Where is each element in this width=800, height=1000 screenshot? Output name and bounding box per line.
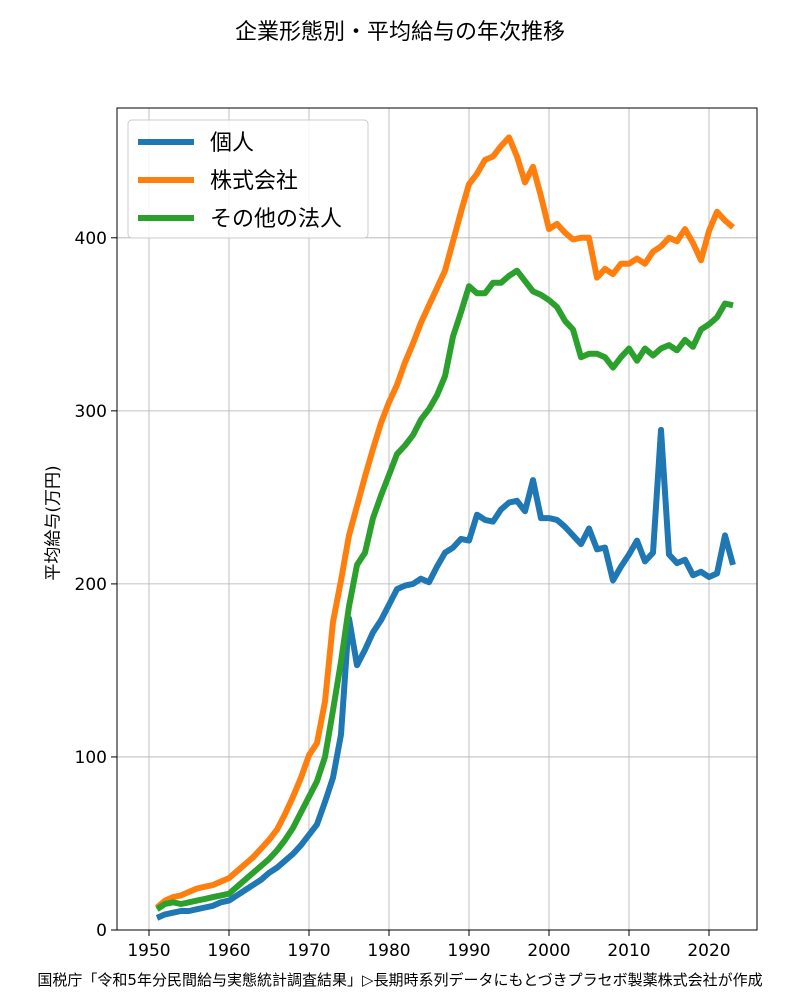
plot-frame (116, 107, 758, 931)
y-tick-label-200: 200 (75, 575, 107, 595)
y-tick-label-400: 400 (75, 229, 107, 249)
x-tick-label-2020: 2020 (687, 941, 730, 961)
x-tick-label-1950: 1950 (127, 941, 170, 961)
legend-box (127, 119, 369, 239)
y-tick-label-0: 0 (96, 921, 107, 941)
y-tick-label-300: 300 (75, 402, 107, 422)
series-lines (155, 134, 736, 921)
x-tick-label-2010: 2010 (607, 941, 650, 961)
legend-label-0: 個人 (210, 131, 254, 156)
chart-title: 企業形態別・平均給与の年次推移 (234, 20, 565, 45)
x-tick-label-1990: 1990 (447, 941, 490, 961)
series-line-0 (155, 426, 736, 921)
axis-ticks: 1950 1960 1970 1980 1990 2000 2010 2020 0 100 200 3… (75, 229, 731, 961)
legend-label-2: その他の法人 (210, 207, 342, 232)
source-note: 国税庁「令和5年分民間給与実態統計調査結果」▷長期時系列データにもとづきプラセボ… (37, 971, 763, 989)
x-tick-label-1980: 1980 (367, 941, 410, 961)
y-tick-label-100: 100 (75, 748, 107, 768)
x-tick-label-1960: 1960 (207, 941, 250, 961)
x-tick-label-1970: 1970 (287, 941, 330, 961)
legend-label-1: 株式会社 (210, 169, 298, 194)
x-tick-label-2000: 2000 (527, 941, 570, 961)
series-line-2 (155, 267, 734, 912)
series-line-1 (155, 134, 735, 910)
